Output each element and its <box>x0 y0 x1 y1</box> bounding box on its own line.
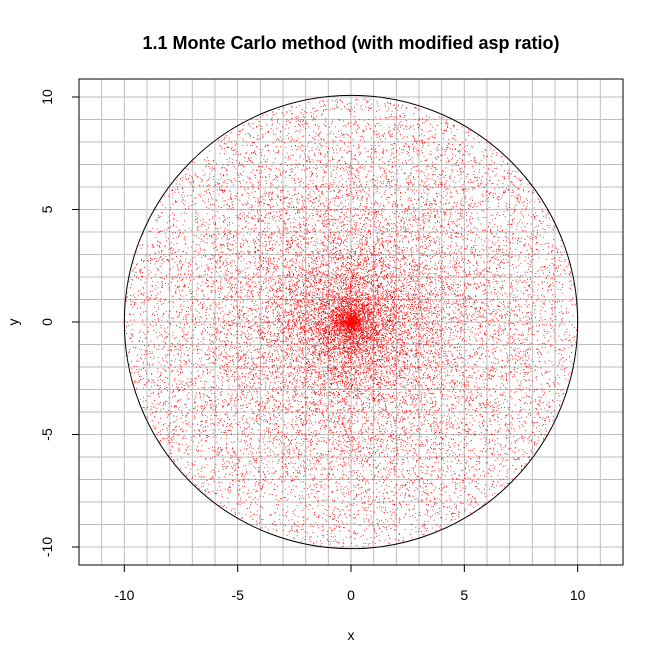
x-tick-label: -10 <box>114 587 134 603</box>
y-tick-label: 5 <box>39 205 55 213</box>
x-tick-label: 0 <box>347 587 355 603</box>
scatter-points-series <box>124 98 579 548</box>
x-tick-label: 10 <box>570 587 586 603</box>
y-tick-label: -5 <box>39 428 55 441</box>
x-tick-label: 5 <box>460 587 468 603</box>
y-tick-label: -10 <box>39 537 55 557</box>
y-axis-label: y <box>5 319 21 326</box>
boundary-circle <box>123 94 579 550</box>
x-axis-label: x <box>348 627 355 643</box>
y-axis: -10 -5 0 5 10 <box>39 89 79 557</box>
scatter-points <box>124 98 579 548</box>
chart-title: 1.1 Monte Carlo method (with modified as… <box>142 33 559 53</box>
x-tick-label: -5 <box>231 587 244 603</box>
x-axis: -10 -5 0 5 10 <box>114 565 586 603</box>
y-tick-label: 0 <box>39 318 55 326</box>
y-tick-label: 10 <box>39 89 55 105</box>
